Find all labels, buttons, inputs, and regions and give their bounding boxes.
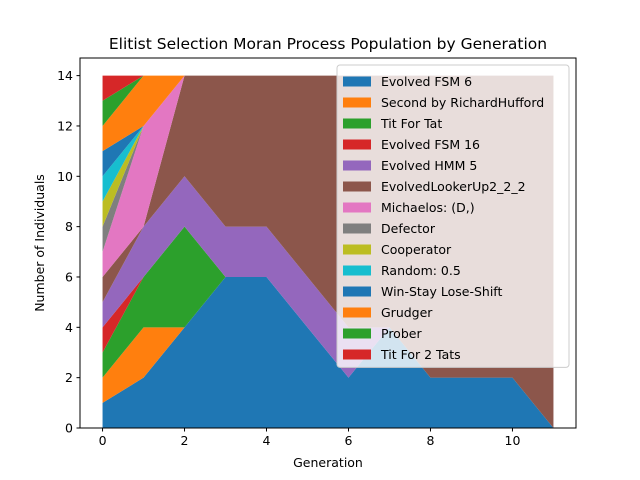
y-tick-label: 2 [65,370,73,385]
legend-box [336,64,570,368]
x-tick-label: 10 [505,433,521,448]
y-axis: 0 2 4 6 8 10 12 14 [57,68,80,436]
legend-label: Evolved HMM 5 [381,158,477,173]
y-tick-label: 10 [57,169,73,184]
legend: Evolved FSM 6 Second by RichardHufford Tit… [336,64,570,368]
y-tick-label: 8 [65,219,73,234]
legend-label: Prober [381,326,422,341]
legend-swatch [343,328,371,339]
x-tick-label: 8 [427,433,435,448]
legend-swatch [343,97,371,108]
legend-label: EvolvedLookerUp2_2_2 [381,179,526,194]
legend-label: Random: 0.5 [381,263,461,278]
area-tit-for-tat [102,226,554,428]
legend-swatch [343,139,371,150]
legend-label: Tit For 2 Tats [380,347,461,362]
legend-label: Michaelos: (D,) [381,200,475,215]
legend-label: Defector [381,221,436,236]
legend-swatch [343,202,371,213]
legend-swatch [343,160,371,171]
axes-frame [79,57,577,429]
area-grudger [102,75,554,152]
y-tick-label: 0 [65,421,73,436]
legend-swatch [343,118,371,129]
legend-label: Evolved FSM 6 [381,74,472,89]
legend-swatch [343,76,371,87]
y-axis-label: Number of Individuals [32,174,47,312]
y-tick-label: 4 [65,320,73,335]
y-tick-label: 14 [57,68,73,83]
x-tick-label: 6 [345,433,353,448]
area-evolved-hmm-5 [102,176,554,428]
legend-label: Evolved FSM 16 [381,137,480,152]
area-evolved-fsm-6 [102,276,554,428]
x-tick-label: 4 [263,433,271,448]
x-tick-label: 0 [99,433,107,448]
legend-label: Grudger [381,305,433,320]
x-axis: 0 2 4 6 8 10 [99,428,521,448]
legend-swatch [343,307,371,318]
legend-label: Tit For Tat [380,116,442,131]
y-tick-label: 6 [65,269,73,284]
legend-label: Cooperator [381,242,452,257]
x-tick-label: 2 [181,433,189,448]
y-tick-label: 12 [57,118,73,133]
legend-swatch [343,286,371,297]
legend-swatch [343,265,371,276]
legend-swatch [343,181,371,192]
legend-swatch [343,223,371,234]
x-axis-label: Generation [293,455,363,470]
legend-swatch [343,349,371,360]
legend-swatch [343,244,371,255]
legend-label: Second by RichardHufford [381,95,544,110]
chart-title: Elitist Selection Moran Process Populati… [109,35,547,53]
legend-label: Win-Stay Lose-Shift [381,284,502,299]
